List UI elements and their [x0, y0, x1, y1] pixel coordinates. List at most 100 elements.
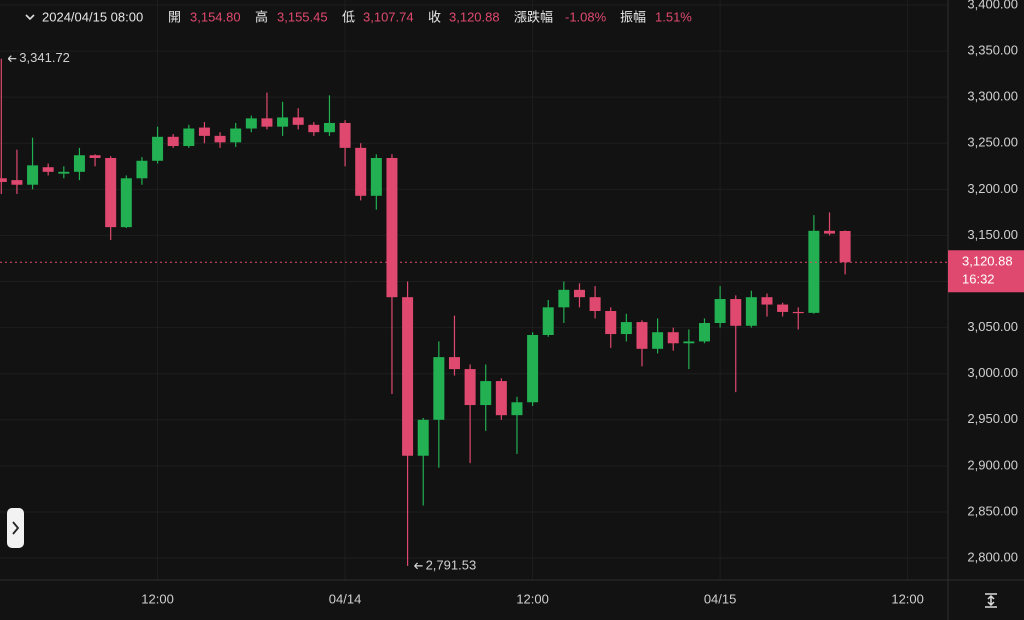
candle-body: [573, 289, 585, 298]
y-tick-label: 2,800.00: [967, 549, 1018, 564]
candle-body: [511, 402, 523, 416]
header-value: -1.08%: [565, 9, 607, 24]
candle-body: [667, 332, 679, 344]
candle-body: [730, 299, 742, 326]
candle-body: [464, 369, 476, 406]
expand-icon: [12, 521, 20, 535]
candle-body: [824, 230, 835, 234]
candle-body: [261, 118, 273, 127]
y-tick-label: 3,300.00: [967, 89, 1018, 104]
candle-body: [433, 357, 445, 420]
header-value: 3,107.74: [363, 9, 414, 24]
header-label: 高: [255, 9, 268, 24]
candle-body: [245, 118, 257, 129]
candle-body: [605, 311, 617, 335]
y-tick-label: 3,350.00: [967, 43, 1018, 58]
candle-body: [480, 381, 492, 406]
candle-body: [808, 230, 820, 313]
annotation-arrow: [414, 562, 423, 570]
y-tick-label: 2,950.00: [967, 411, 1018, 426]
header-time: 2024/04/15 08:00: [42, 9, 143, 24]
candle-body: [558, 289, 570, 308]
header-label: 開: [168, 9, 181, 24]
candle-body: [777, 304, 789, 312]
candle-body: [495, 381, 507, 416]
candle-body: [277, 117, 289, 127]
candle-body: [683, 341, 695, 344]
candle-body: [308, 124, 320, 133]
candle-body: [620, 322, 632, 335]
annotation-label: 2,791.53: [426, 557, 477, 572]
candle-body: [589, 297, 601, 312]
candle-body: [292, 117, 304, 125]
countdown-label: 16:32: [962, 272, 995, 287]
candle-body: [89, 155, 101, 158]
candle-body: [417, 419, 429, 456]
candle-body: [839, 231, 851, 263]
candle-body: [714, 299, 726, 324]
candle-body: [370, 157, 382, 196]
header-value: 3,120.88: [449, 9, 500, 24]
y-tick-label: 3,000.00: [967, 365, 1018, 380]
header-value: 3,154.80: [190, 9, 241, 24]
grid: [0, 0, 948, 580]
header-label: 收: [428, 9, 441, 24]
candle-body: [214, 135, 226, 143]
candle-body: [745, 297, 757, 326]
candle-body: [120, 178, 132, 228]
candle-body: [105, 157, 117, 228]
y-tick-label: 3,400.00: [967, 0, 1018, 11]
candle-body: [339, 122, 351, 148]
candle-body: [152, 136, 164, 161]
candle-body: [402, 297, 414, 456]
candle-body: [652, 332, 664, 349]
x-tick-label: 12:00: [141, 591, 174, 606]
annotation-label: 3,341.72: [19, 50, 70, 65]
candle-body: [527, 334, 539, 403]
x-tick-label: 12:00: [891, 591, 924, 606]
candle-body: [27, 165, 39, 185]
candle-body: [542, 307, 554, 335]
header-label: 漲跌幅: [514, 9, 553, 24]
x-tick-label: 12:00: [516, 591, 549, 606]
header-value: 1.51%: [655, 9, 692, 24]
header: 開 3,154.80 高 3,155.45 低 3,107.74 收 3,120.88 漲跌幅 -…: [168, 9, 692, 24]
y-tick-label: 3,150.00: [967, 227, 1018, 242]
y-tick-label: 3,250.00: [967, 135, 1018, 150]
candle-body: [0, 178, 7, 182]
x-tick-label: 04/14: [329, 591, 362, 606]
last-price-box: [948, 250, 1024, 293]
candle-body: [183, 128, 195, 147]
last-price-label: 3,120.88: [962, 254, 1013, 269]
candle-body: [167, 136, 179, 147]
icon-arrows: [987, 594, 995, 607]
candle-body: [448, 357, 460, 370]
candle-body: [198, 127, 210, 136]
header-value: 3,155.45: [277, 9, 328, 24]
candle-body: [636, 322, 648, 349]
header-label: 低: [342, 9, 355, 24]
candles: [0, 58, 851, 566]
candle-body: [73, 155, 85, 172]
y-tick-label: 3,050.00: [967, 319, 1018, 334]
candle-body: [11, 180, 23, 185]
x-tick-label: 04/15: [704, 591, 737, 606]
y-tick-label: 2,850.00: [967, 503, 1018, 518]
candle-body: [355, 147, 367, 196]
candle-body: [58, 171, 70, 174]
collapse-icon[interactable]: [25, 14, 35, 21]
annotation-arrow: [7, 55, 17, 63]
candle-body: [42, 167, 54, 172]
candle-body: [230, 128, 242, 143]
y-tick-label: 3,200.00: [967, 181, 1018, 196]
candle-body: [323, 122, 335, 133]
candle-body: [792, 311, 804, 314]
candle-body: [761, 297, 773, 305]
candle-body: [698, 323, 710, 342]
expand-button[interactable]: [7, 508, 24, 548]
scale-icon[interactable]: [985, 593, 997, 608]
candle-body: [136, 160, 148, 179]
